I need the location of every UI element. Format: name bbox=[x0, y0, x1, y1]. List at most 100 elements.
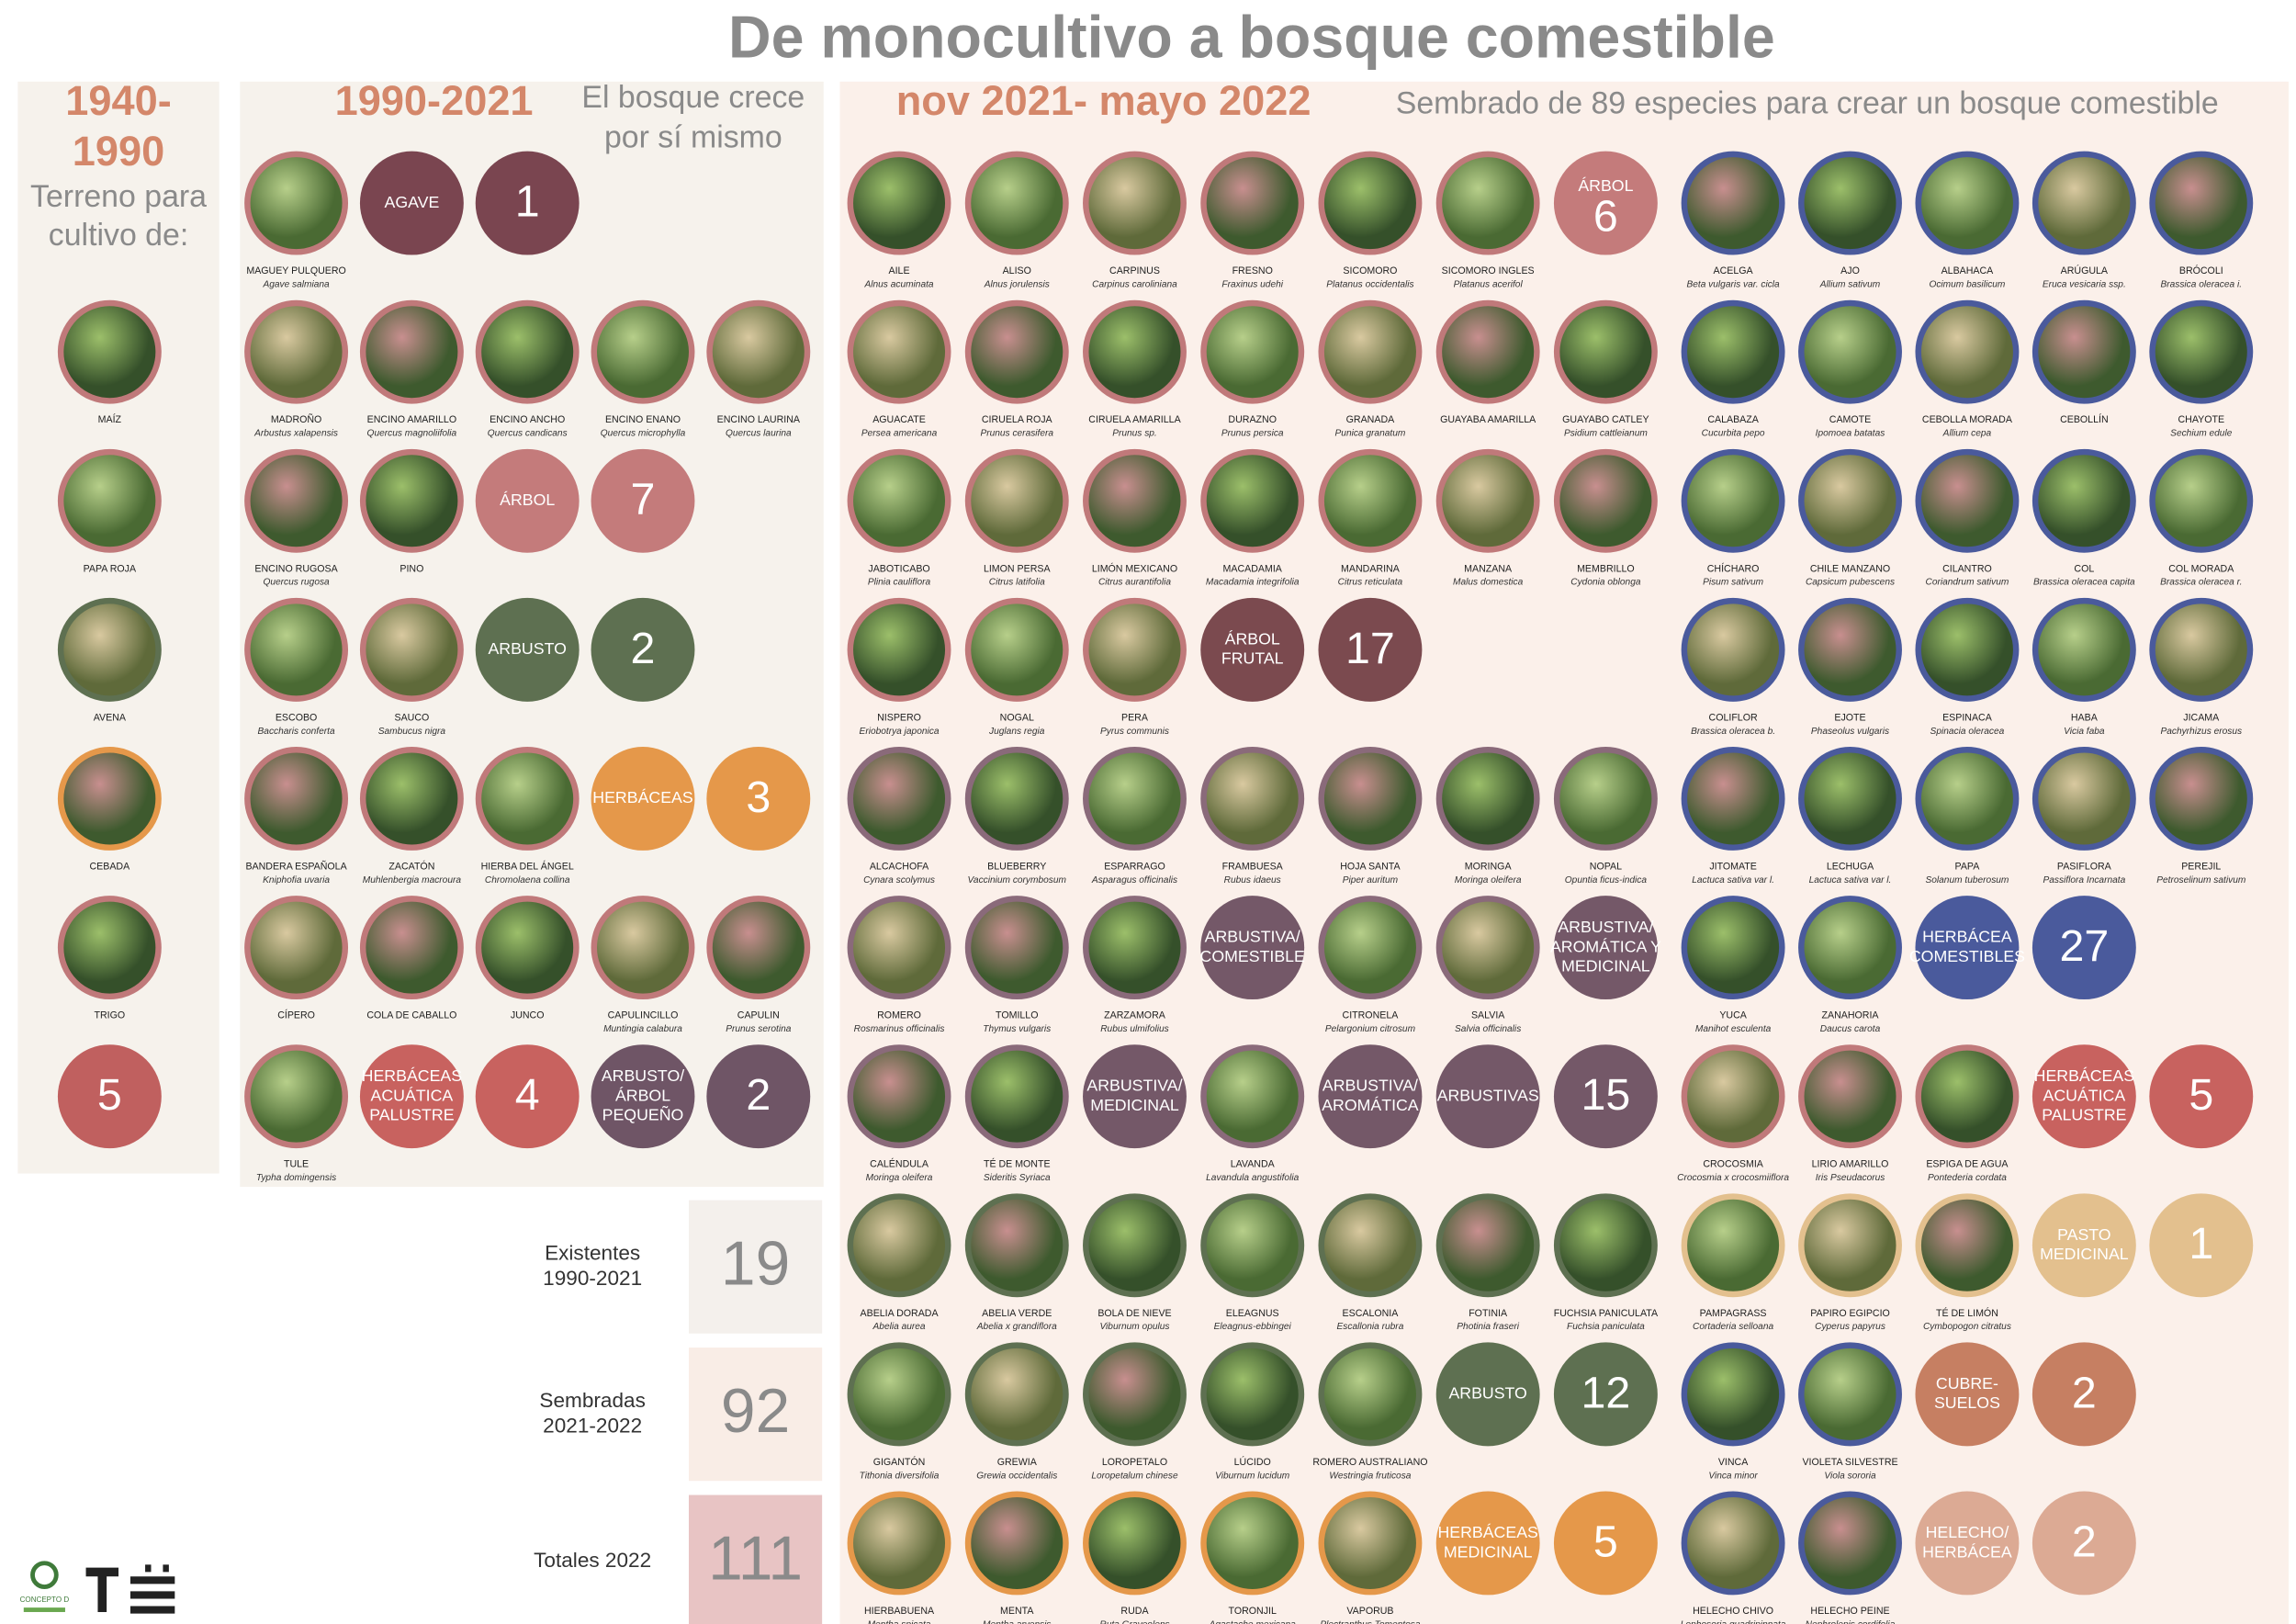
scientific-name: Photinia fraseri bbox=[1457, 1322, 1519, 1332]
scientific-name: Brassica oleracea capita bbox=[2033, 578, 2135, 588]
plant-name: ENCINO LAURINA bbox=[717, 414, 801, 425]
plant-photo bbox=[964, 1193, 1069, 1298]
plant-photo bbox=[1798, 448, 1902, 553]
plant-name: LIMÓN MEXICANO bbox=[1092, 562, 1177, 574]
category-bubble bbox=[1915, 1491, 2020, 1596]
plant-photo bbox=[1681, 597, 1785, 702]
plant-name: JITOMATE bbox=[1709, 861, 1757, 872]
scientific-name: Plectranthus Tomentosa bbox=[1320, 1619, 1421, 1624]
scientific-name: Cydonia oblonga bbox=[1570, 578, 1641, 588]
plant-name: TÉ DE MONTE bbox=[984, 1158, 1051, 1170]
plant-name: PASIFLORA bbox=[2057, 861, 2112, 872]
plant-photo bbox=[1200, 1491, 1305, 1596]
count: 5 bbox=[1593, 1517, 1618, 1566]
count-bubble bbox=[475, 1044, 580, 1149]
scientific-name: Coriandrum sativum bbox=[1925, 578, 2009, 588]
plant-photo bbox=[1200, 1342, 1305, 1447]
subtitle: El bosque crece bbox=[581, 80, 805, 115]
scientific-name: Agastache mexicana bbox=[1209, 1619, 1297, 1624]
plant-name: SALVIA bbox=[1471, 1010, 1505, 1021]
plant-name: HELECHO PEINE bbox=[1810, 1606, 1889, 1617]
plant-photo bbox=[1318, 299, 1423, 404]
plant-photo bbox=[475, 747, 580, 851]
subtitle: cultivo de: bbox=[49, 218, 188, 253]
plant-name: ARÚGULA bbox=[2061, 265, 2109, 276]
plant-name: CILANTRO bbox=[1942, 563, 1992, 574]
category-label: COMESTIBLES bbox=[1909, 947, 2025, 965]
scientific-name: Brassica oleracea b. bbox=[1691, 727, 1775, 737]
category-bubble bbox=[1200, 896, 1305, 1000]
plant-photo bbox=[964, 896, 1069, 1000]
plant-photo bbox=[1798, 1491, 1902, 1596]
scientific-name: Pontederia cordata bbox=[1928, 1173, 2007, 1183]
scientific-name: Westringia fruticosa bbox=[1329, 1471, 1411, 1481]
plant-photo bbox=[1681, 448, 1785, 553]
plant-name: RUDA bbox=[1120, 1606, 1149, 1617]
scientific-name: Petroselinum sativum bbox=[2156, 875, 2245, 885]
category-label: ÁRBOL bbox=[500, 491, 555, 509]
category-bubble bbox=[359, 151, 464, 255]
count-bubble bbox=[706, 747, 811, 851]
plant-name: TORONJIL bbox=[1229, 1606, 1277, 1617]
plant-name: LOROPETALO bbox=[1102, 1457, 1167, 1468]
scientific-name: Escallonia rubra bbox=[1337, 1322, 1404, 1332]
plant-photo bbox=[847, 896, 951, 1000]
plant-photo bbox=[1681, 1491, 1785, 1596]
plant-name: CAMOTE bbox=[1829, 414, 1871, 425]
count-bubble bbox=[57, 1044, 162, 1149]
plant-photo bbox=[2032, 597, 2136, 702]
plant-name: AVENA bbox=[94, 712, 127, 723]
plant-photo bbox=[1435, 747, 1540, 851]
plant-photo bbox=[964, 747, 1069, 851]
scientific-name: Persea americana bbox=[861, 429, 938, 439]
count: 1 bbox=[2189, 1219, 2213, 1269]
scientific-name: Quercus laurina bbox=[726, 429, 792, 439]
plant-photo bbox=[1435, 1193, 1540, 1298]
category-bubble bbox=[1435, 1044, 1540, 1149]
category-bubble bbox=[2032, 1044, 2136, 1149]
logo-mark bbox=[30, 1561, 59, 1589]
total-value: 92 bbox=[721, 1377, 790, 1446]
scientific-name: Viburnum lucidum bbox=[1215, 1471, 1289, 1481]
plant-name: ESPARRAGO bbox=[1104, 861, 1165, 872]
plant-name: BOLA DE NIEVE bbox=[1097, 1308, 1171, 1319]
scientific-name: Eriobotrya japonica bbox=[860, 727, 940, 737]
plant-name: CALABAZA bbox=[1707, 414, 1759, 425]
plant-name: AGUACATE bbox=[872, 414, 926, 425]
count-bubble bbox=[1553, 1491, 1658, 1596]
plant-photo bbox=[1681, 747, 1785, 851]
scientific-name: Asparagus officinalis bbox=[1091, 875, 1177, 885]
plant-name: LAVANDA bbox=[1231, 1159, 1276, 1170]
scientific-name: Kniphofia uvaria bbox=[263, 875, 330, 885]
count: 5 bbox=[2189, 1070, 2213, 1120]
plant-name: ALISO bbox=[1003, 265, 1031, 276]
category-bubble bbox=[1435, 1342, 1540, 1447]
count: 2 bbox=[631, 624, 656, 673]
plant-name: HOJA SANTA bbox=[1340, 861, 1401, 872]
plant-name: MAÍZ bbox=[98, 413, 122, 425]
category-label: AROMÁTICA bbox=[1322, 1096, 1419, 1114]
plant-name: MENTA bbox=[1000, 1606, 1034, 1617]
scientific-name: Cynara scolymus bbox=[863, 875, 935, 885]
plant-photo bbox=[1083, 151, 1187, 255]
scientific-name: Brassica oleracea i. bbox=[2160, 279, 2242, 289]
scientific-name: Ipomoea batatas bbox=[1816, 429, 1885, 439]
plant-name: COL bbox=[2074, 563, 2094, 574]
plant-photo bbox=[2149, 299, 2254, 404]
plant-name: MEMBRILLO bbox=[1577, 563, 1635, 574]
total-box bbox=[689, 1200, 823, 1334]
category-label: HERBÁCEAS bbox=[362, 1066, 463, 1085]
category-label: AGAVE bbox=[384, 193, 439, 211]
plant-photo bbox=[475, 299, 580, 404]
plant-name: FUCHSIA PANICULATA bbox=[1554, 1308, 1659, 1319]
count-bubble bbox=[2032, 896, 2136, 1000]
count-bubble bbox=[1318, 597, 1423, 702]
plant-name: FOTINIA bbox=[1469, 1308, 1508, 1319]
plant-photo bbox=[964, 1342, 1069, 1447]
plant-photo bbox=[964, 151, 1069, 255]
plant-photo bbox=[244, 597, 349, 702]
plant-photo bbox=[1915, 299, 2020, 404]
scientific-name: Platanus acerifol bbox=[1454, 279, 1524, 289]
plant-photo bbox=[1798, 1193, 1902, 1298]
